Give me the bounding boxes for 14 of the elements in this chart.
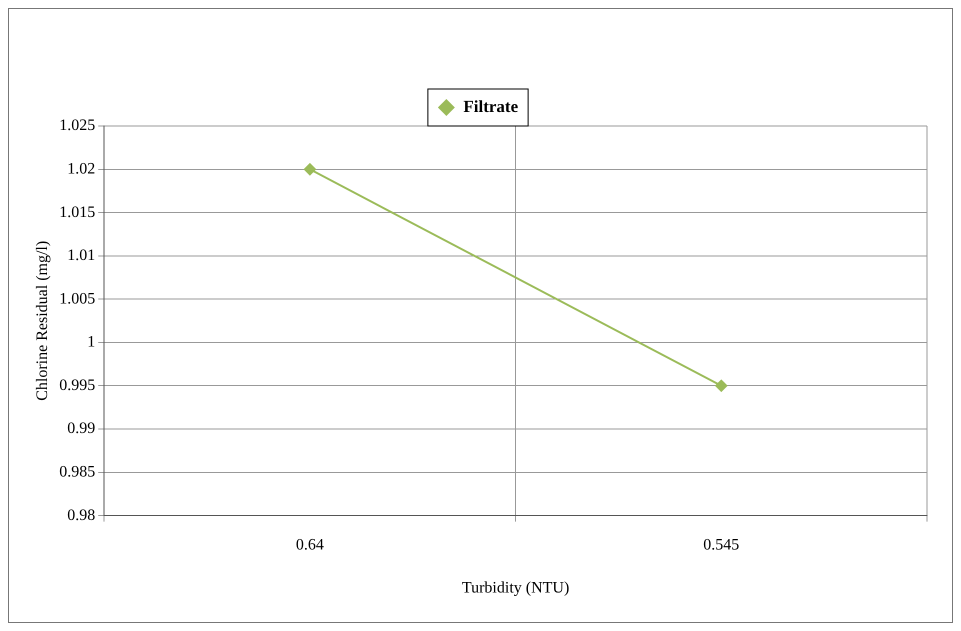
- legend-label: Filtrate: [463, 96, 519, 116]
- y-tick-label: 0.99: [67, 420, 96, 438]
- x-tick-label: 0.64: [296, 536, 324, 554]
- y-tick-label: 1.02: [67, 160, 96, 178]
- x-tick-label: 0.545: [703, 536, 740, 554]
- y-tick-label: 1.015: [59, 204, 96, 221]
- y-tick-label: 1.01: [67, 247, 96, 264]
- y-tick-label: 1.025: [59, 117, 96, 134]
- y-tick-label: 0.98: [67, 506, 96, 524]
- y-axis-title: Chlorine Residual (mg/l): [34, 240, 51, 401]
- y-tick-label: 0.995: [59, 376, 96, 394]
- y-tick-label: 1.005: [59, 290, 96, 308]
- y-tick-label: 1: [87, 334, 96, 351]
- y-tick-label: 0.985: [59, 464, 96, 481]
